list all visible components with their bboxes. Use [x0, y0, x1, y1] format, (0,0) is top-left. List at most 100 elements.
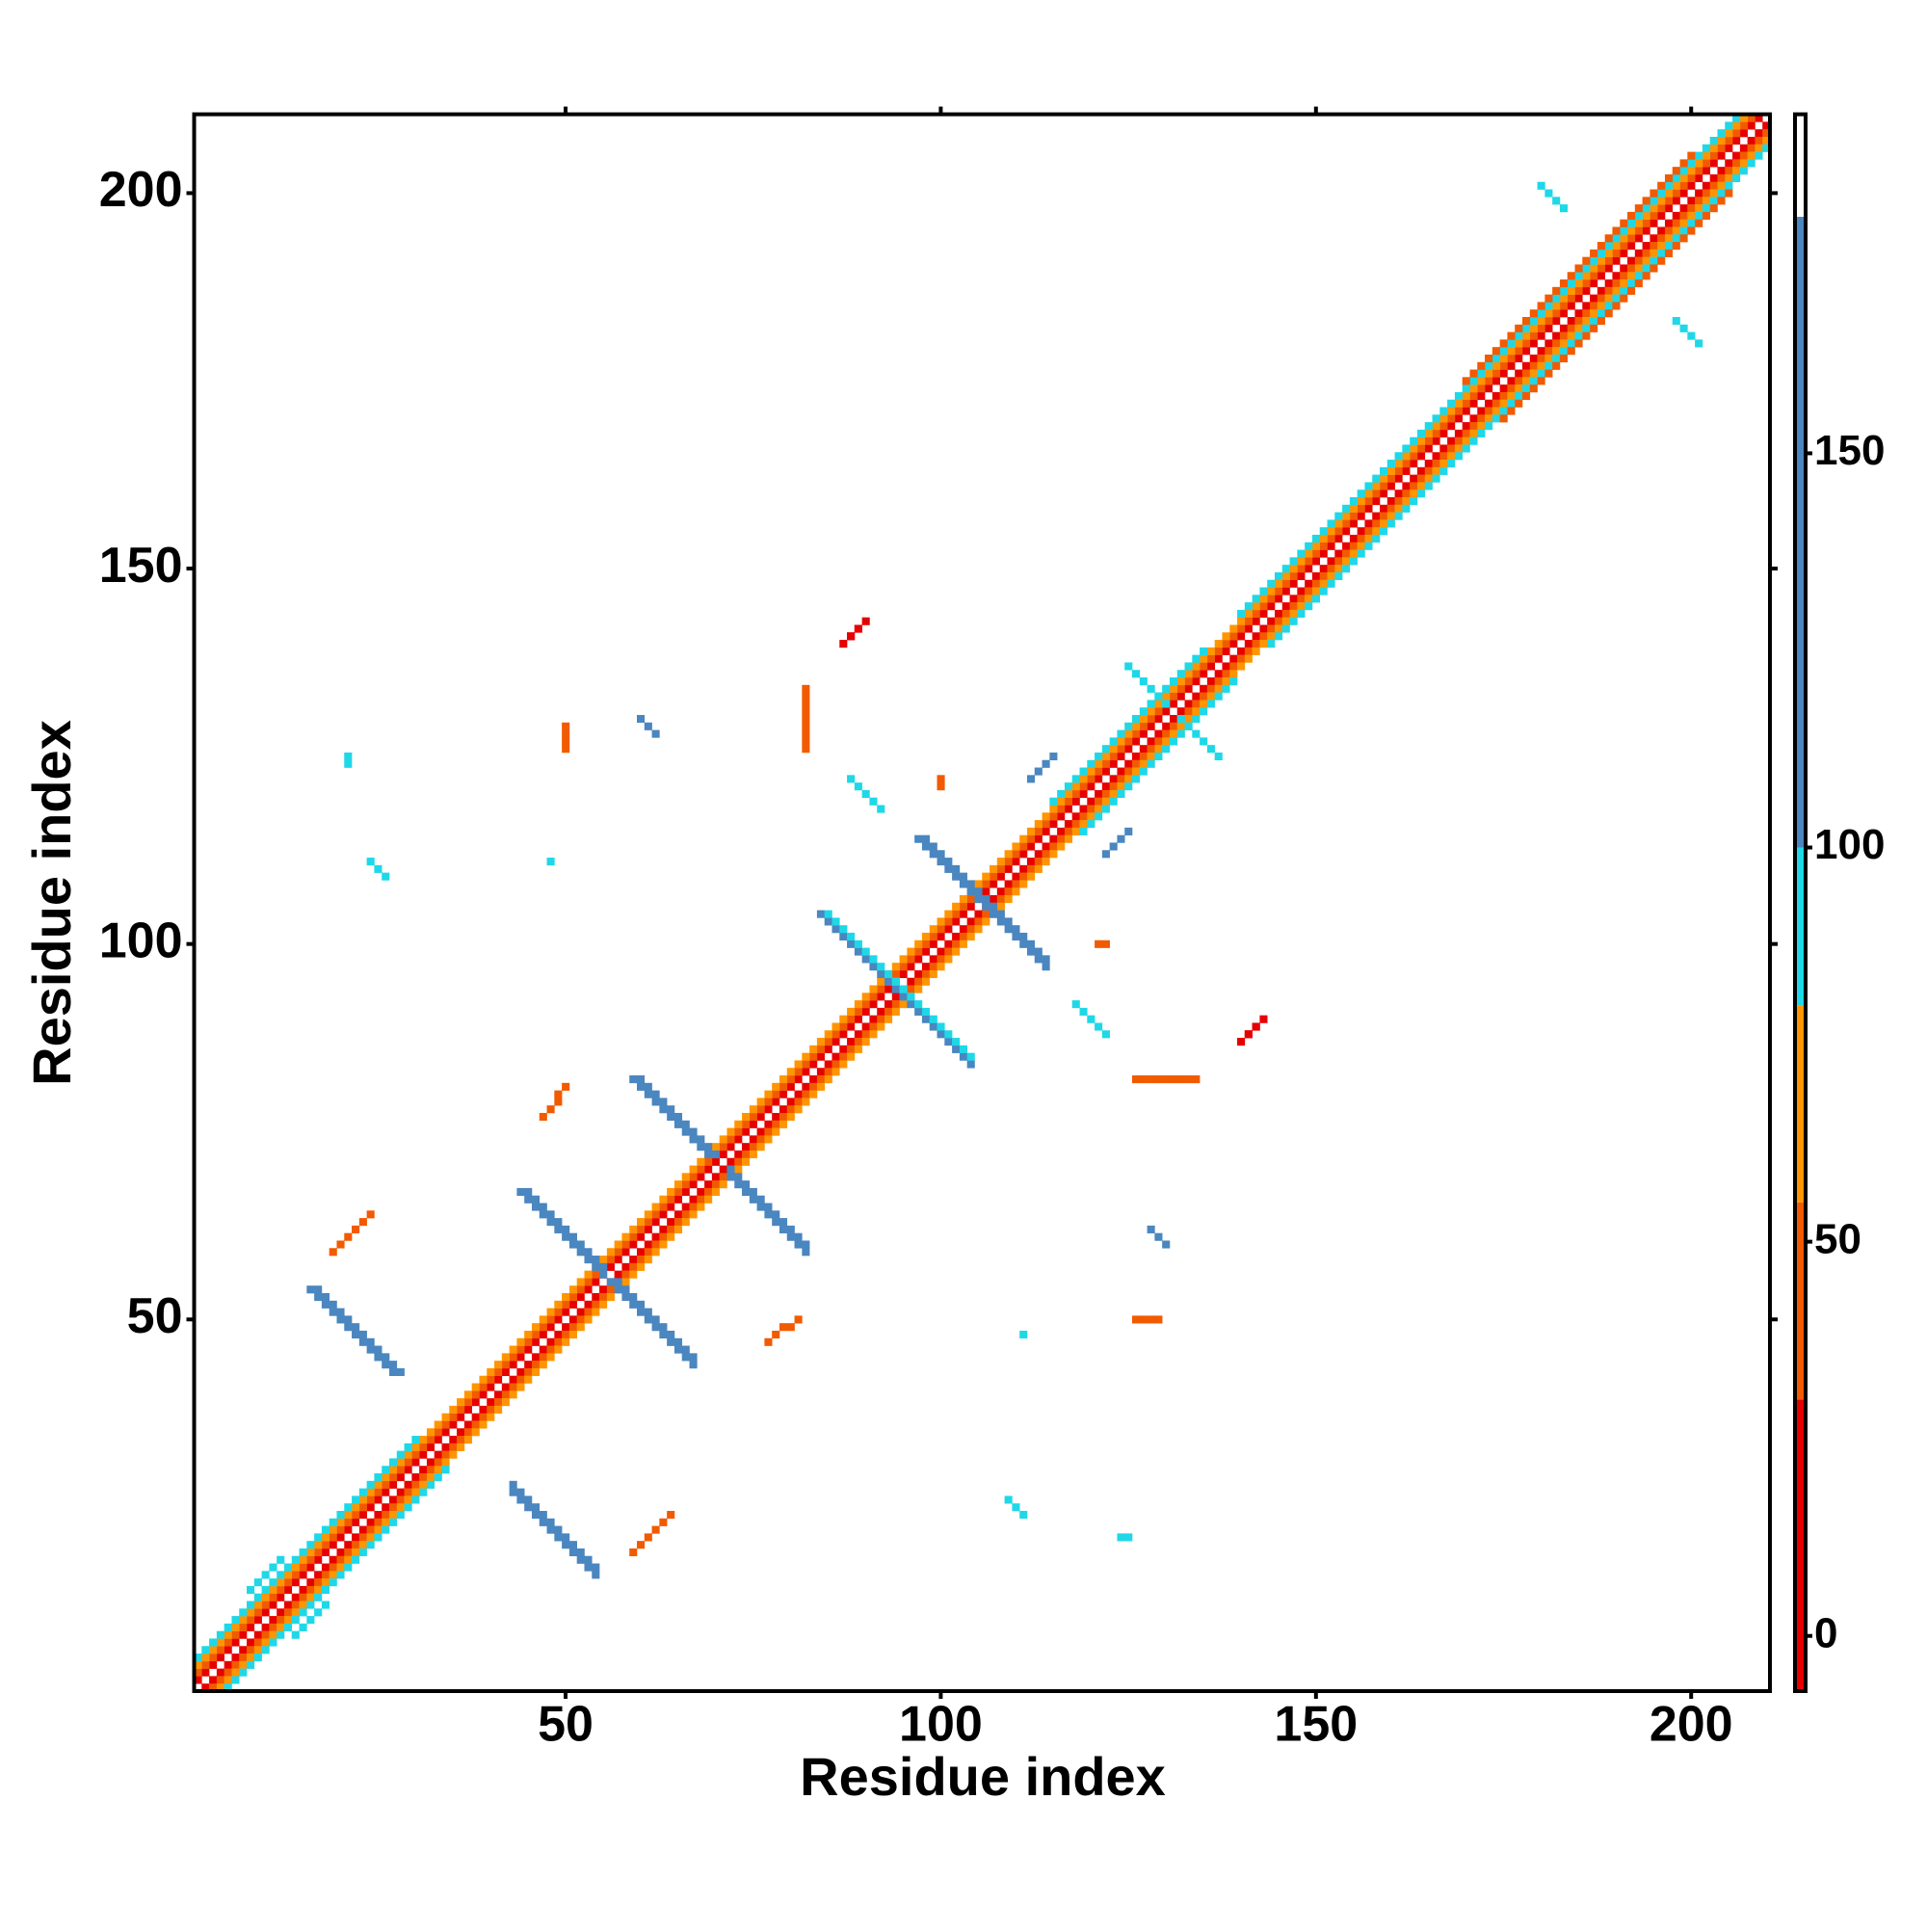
cell	[1410, 460, 1418, 468]
cell	[247, 1654, 255, 1662]
cell	[1559, 309, 1569, 318]
cell	[1042, 827, 1050, 835]
cell	[1627, 226, 1636, 235]
cell	[269, 1563, 277, 1572]
cell	[1132, 759, 1141, 768]
cell	[629, 1232, 638, 1241]
cell	[937, 925, 945, 934]
cell	[1386, 497, 1395, 506]
cell	[1755, 114, 1763, 122]
cell	[1034, 864, 1043, 873]
cell	[1454, 399, 1463, 408]
cell	[1657, 234, 1666, 243]
cell	[576, 1315, 585, 1324]
cell	[247, 1660, 255, 1669]
cell	[1657, 204, 1666, 213]
cell	[929, 925, 937, 934]
cell	[990, 864, 998, 873]
cell	[1305, 579, 1313, 588]
cell	[253, 1608, 262, 1617]
cell	[1650, 189, 1658, 198]
cell	[1132, 767, 1141, 776]
cell	[764, 1120, 773, 1128]
cell	[832, 1060, 840, 1069]
cell	[358, 1503, 367, 1512]
cell	[1176, 1075, 1185, 1084]
cell	[1537, 361, 1545, 370]
cell	[861, 789, 870, 799]
cell	[824, 1045, 832, 1053]
cell	[1574, 264, 1583, 273]
cell	[937, 1022, 945, 1031]
cell	[1380, 512, 1388, 520]
cell	[1259, 587, 1268, 595]
cell	[907, 977, 915, 986]
cell	[1664, 242, 1674, 251]
cell	[1732, 167, 1741, 175]
cell	[1064, 820, 1073, 829]
cell	[539, 1518, 547, 1526]
cell	[1252, 602, 1260, 611]
cell	[524, 1337, 533, 1346]
cell	[1380, 519, 1388, 528]
cell	[224, 1646, 232, 1654]
cell	[253, 1578, 262, 1587]
cell	[982, 887, 990, 896]
cell	[366, 1210, 375, 1219]
cell	[1485, 369, 1493, 378]
cell	[546, 1518, 555, 1526]
cell	[1281, 565, 1290, 573]
cell	[516, 1187, 525, 1197]
cell	[1079, 767, 1088, 776]
cell	[231, 1623, 240, 1631]
cell	[681, 1180, 690, 1189]
cell	[891, 992, 900, 1001]
cell	[636, 1256, 646, 1264]
cell	[884, 1015, 893, 1023]
cell	[673, 1218, 683, 1227]
cell	[1372, 519, 1381, 528]
cell	[1372, 482, 1381, 490]
cell	[1281, 609, 1290, 618]
x-tick-label: 200	[1650, 1697, 1733, 1753]
cell	[659, 1105, 668, 1114]
cell	[832, 925, 840, 934]
cell	[1664, 197, 1674, 205]
cell	[1147, 759, 1155, 768]
cell	[1521, 361, 1531, 370]
cell	[1101, 767, 1110, 776]
cell	[1012, 880, 1020, 888]
cell	[899, 963, 908, 971]
cell	[914, 955, 923, 964]
cell	[576, 1308, 585, 1316]
cell	[1222, 632, 1230, 641]
cell	[636, 1262, 646, 1271]
cell	[1357, 527, 1365, 536]
cell	[358, 1337, 367, 1346]
cell	[1679, 167, 1688, 175]
cell	[247, 1646, 255, 1654]
cell	[1334, 549, 1343, 558]
cell	[1567, 316, 1575, 326]
cell	[1087, 759, 1095, 768]
cells	[194, 114, 1771, 1692]
cell	[404, 1442, 412, 1451]
cell	[1432, 452, 1440, 461]
cell	[562, 737, 570, 746]
cell	[1049, 805, 1058, 813]
cell	[959, 910, 967, 918]
cell	[554, 1308, 563, 1316]
cell	[239, 1646, 248, 1654]
cell	[1394, 460, 1403, 468]
cell	[1214, 670, 1223, 678]
cell	[1200, 670, 1208, 678]
cell	[726, 1173, 735, 1181]
cell	[1154, 737, 1163, 746]
cell	[1477, 391, 1486, 401]
cell	[592, 1571, 600, 1579]
cell	[1574, 279, 1583, 288]
cell	[1327, 571, 1335, 581]
cell	[1184, 662, 1193, 671]
cell	[1124, 775, 1133, 783]
cell	[1229, 670, 1238, 678]
